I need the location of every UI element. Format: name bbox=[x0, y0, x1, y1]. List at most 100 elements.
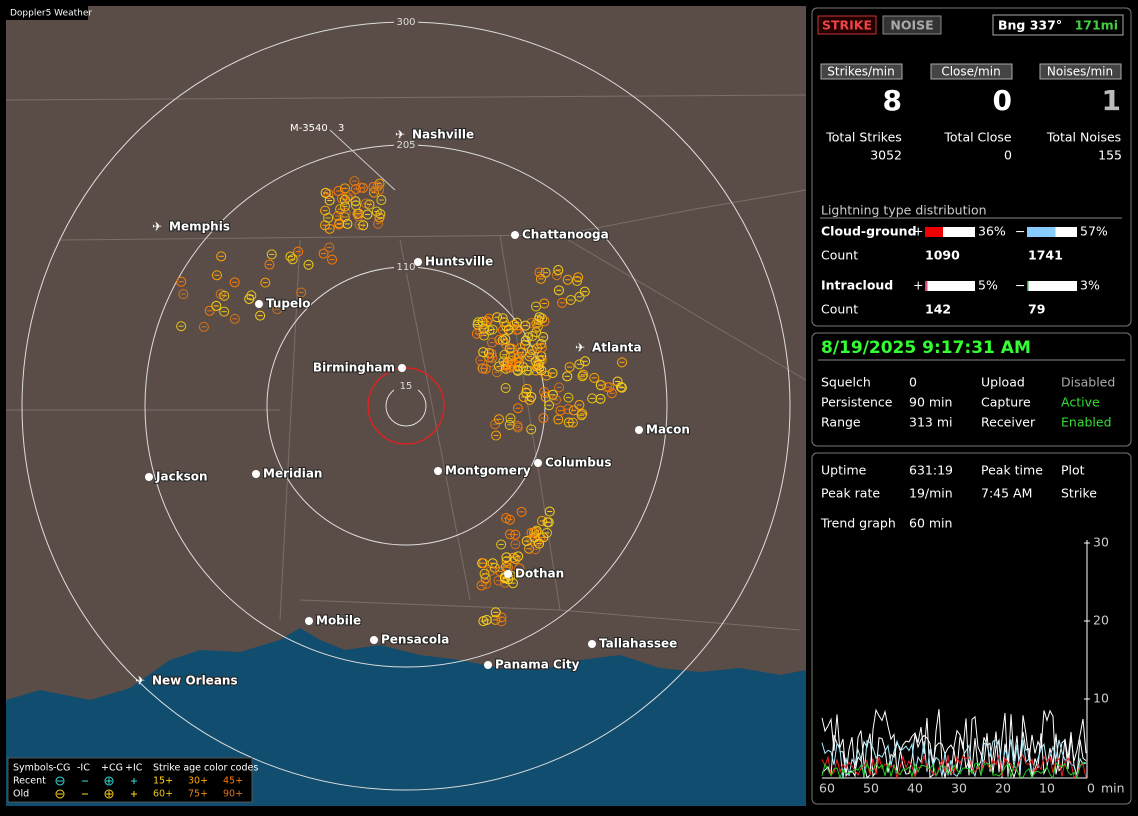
legend-symbol bbox=[55, 776, 65, 786]
borders bbox=[5, 94, 807, 631]
strike bbox=[272, 304, 283, 315]
strike bbox=[531, 301, 542, 312]
strike-button[interactable] bbox=[817, 15, 877, 35]
legend-type: -IC bbox=[77, 763, 90, 774]
strike bbox=[478, 330, 489, 341]
strike bbox=[198, 321, 209, 332]
strike bbox=[490, 607, 501, 618]
noise-button[interactable] bbox=[882, 15, 942, 35]
strike bbox=[219, 306, 230, 317]
strike-button-label[interactable]: STRIKE bbox=[822, 18, 872, 33]
strike bbox=[358, 220, 369, 231]
trend-line bbox=[821, 708, 1087, 779]
marker-label: M-3540 bbox=[290, 123, 328, 134]
strike bbox=[339, 183, 350, 194]
strike bbox=[498, 317, 509, 328]
setting-value: Active bbox=[1061, 395, 1100, 410]
strike bbox=[543, 517, 554, 528]
city-dot bbox=[504, 570, 512, 578]
city-label: Macon bbox=[646, 423, 690, 437]
strike bbox=[342, 218, 353, 229]
strike bbox=[339, 201, 350, 212]
strike bbox=[320, 205, 331, 216]
strike bbox=[229, 313, 240, 324]
strike bbox=[562, 371, 573, 382]
strike bbox=[578, 369, 589, 380]
setting-label: Squelch bbox=[821, 375, 871, 390]
setting-value: Enabled bbox=[1061, 415, 1112, 430]
total-label: Total Close bbox=[943, 130, 1012, 145]
legend-row: Old bbox=[13, 789, 29, 800]
dist-sign: + bbox=[913, 224, 923, 239]
strike bbox=[371, 206, 382, 217]
dist-pct: 5% bbox=[978, 278, 998, 293]
strike bbox=[489, 562, 500, 573]
strike bbox=[527, 330, 538, 341]
box bbox=[811, 7, 1132, 327]
strike bbox=[244, 293, 255, 304]
strike bbox=[576, 410, 587, 421]
legend-type: -CG bbox=[53, 763, 70, 774]
dist-title: Lightning type distribution bbox=[821, 203, 987, 218]
ring-label-bg bbox=[394, 261, 418, 273]
dist-bar bbox=[925, 281, 928, 291]
strike bbox=[335, 204, 346, 215]
trend-x-label: 60 bbox=[819, 781, 835, 796]
strike bbox=[533, 360, 544, 371]
strike bbox=[512, 366, 523, 377]
setting-label: Persistence bbox=[821, 395, 893, 410]
legend-age: 15+ bbox=[153, 776, 173, 787]
trend-y-label: 10 bbox=[1093, 691, 1109, 706]
rate-header-bg bbox=[930, 63, 1013, 80]
dist-label: Intracloud bbox=[821, 278, 893, 293]
dist-sign: − bbox=[1015, 278, 1025, 293]
strike bbox=[535, 273, 546, 284]
dist-pct: 36% bbox=[978, 224, 1006, 239]
noise-button-label[interactable]: NOISE bbox=[890, 18, 933, 33]
strike bbox=[526, 527, 537, 538]
plane-icon: ✈ bbox=[575, 341, 585, 355]
strike bbox=[500, 383, 511, 394]
city-dot bbox=[534, 459, 542, 467]
strike bbox=[493, 575, 504, 586]
strike bbox=[554, 382, 565, 393]
trend-x-label: 40 bbox=[907, 781, 923, 796]
strike bbox=[496, 616, 507, 627]
strike bbox=[216, 251, 227, 262]
legend-row: Recent bbox=[13, 776, 46, 787]
strike bbox=[544, 506, 555, 517]
strike bbox=[530, 544, 541, 555]
strike bbox=[479, 568, 490, 579]
strike bbox=[324, 195, 335, 206]
city-label: New Orleans bbox=[152, 674, 238, 688]
city-label: Jackson bbox=[155, 470, 208, 484]
strike bbox=[577, 408, 588, 419]
strike bbox=[520, 320, 531, 331]
strike bbox=[530, 365, 541, 376]
strike bbox=[587, 393, 598, 404]
legend-age: 30+ bbox=[188, 776, 208, 787]
rate-value: 8 bbox=[883, 84, 902, 117]
rate-value: 0 bbox=[993, 84, 1012, 117]
rate-label: Noises/min bbox=[1047, 65, 1113, 79]
trend-x-label: 20 bbox=[995, 781, 1011, 796]
strike bbox=[541, 370, 552, 381]
strike bbox=[376, 195, 387, 206]
count-label: Count bbox=[821, 248, 858, 263]
strike bbox=[553, 285, 564, 296]
strike bbox=[523, 332, 534, 343]
strike bbox=[516, 506, 527, 517]
strike bbox=[339, 194, 350, 205]
trend-line bbox=[821, 761, 1087, 780]
strike bbox=[229, 277, 240, 288]
strike bbox=[323, 212, 334, 223]
total-value: 155 bbox=[1098, 148, 1122, 163]
strike bbox=[492, 312, 503, 323]
city-label: Mobile bbox=[316, 614, 361, 628]
strike bbox=[526, 424, 537, 435]
legend-age: 60+ bbox=[153, 789, 173, 800]
setting-label: Capture bbox=[981, 395, 1031, 410]
strike bbox=[526, 391, 537, 402]
strike bbox=[264, 259, 275, 270]
strike bbox=[539, 386, 550, 397]
